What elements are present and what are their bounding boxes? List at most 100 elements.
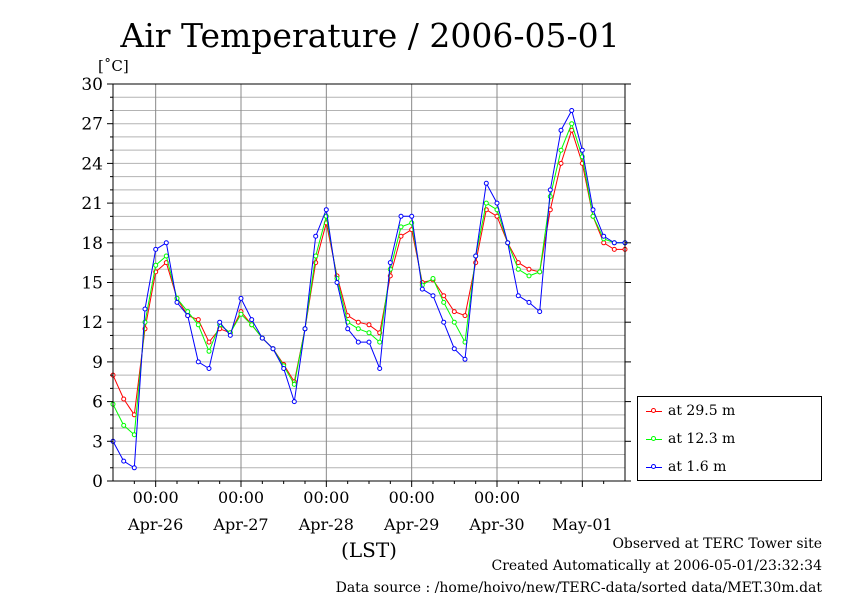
data-point bbox=[313, 253, 319, 259]
data-point bbox=[377, 366, 383, 371]
data-point bbox=[579, 147, 585, 153]
legend-item-12-3m: at 12.3 m bbox=[646, 429, 735, 449]
data-point bbox=[462, 356, 468, 362]
y-tick-label: 30 bbox=[81, 75, 103, 95]
data-point bbox=[163, 240, 169, 246]
data-point bbox=[185, 309, 191, 315]
x-tick-date-label: May-01 bbox=[552, 515, 613, 534]
data-point bbox=[590, 213, 596, 219]
legend-item-29-5m: at 29.5 m bbox=[646, 401, 735, 421]
data-point bbox=[238, 295, 244, 301]
legend: at 29.5 m at 12.3 m at 1.6 m bbox=[637, 396, 822, 481]
data-point bbox=[611, 246, 617, 252]
series-0 bbox=[110, 127, 628, 418]
legend-label: at 1.6 m bbox=[668, 459, 727, 475]
data-point bbox=[462, 313, 468, 319]
data-point bbox=[238, 311, 244, 317]
data-point bbox=[558, 160, 564, 166]
data-point bbox=[153, 246, 159, 252]
data-point bbox=[430, 276, 436, 281]
grid bbox=[113, 84, 625, 481]
data-point bbox=[558, 127, 564, 133]
data-point bbox=[163, 253, 169, 259]
data-point bbox=[505, 240, 511, 246]
data-point bbox=[355, 319, 361, 325]
data-point bbox=[291, 399, 297, 405]
series-line bbox=[112, 109, 625, 469]
data-point bbox=[441, 319, 447, 325]
data-point bbox=[206, 339, 212, 345]
data-point bbox=[387, 266, 393, 272]
legend-swatch-blue bbox=[646, 462, 662, 472]
series-layer bbox=[110, 108, 628, 471]
data-point bbox=[547, 187, 553, 193]
data-point bbox=[206, 348, 212, 354]
data-point bbox=[249, 317, 255, 323]
data-point bbox=[131, 465, 137, 471]
y-tick-label: 12 bbox=[81, 313, 103, 333]
x-tick-time-label: 00:00 bbox=[389, 488, 435, 507]
data-point bbox=[430, 293, 436, 299]
data-point bbox=[569, 108, 575, 113]
data-point bbox=[398, 213, 404, 219]
y-tick-label: 24 bbox=[81, 154, 103, 174]
data-point bbox=[473, 253, 479, 259]
data-point bbox=[419, 286, 425, 292]
data-point bbox=[451, 346, 457, 352]
data-point bbox=[366, 339, 372, 345]
data-point bbox=[334, 280, 340, 285]
y-tick-label: 6 bbox=[92, 393, 103, 413]
y-tick-label: 27 bbox=[81, 115, 103, 135]
data-point bbox=[569, 121, 575, 127]
data-point bbox=[526, 273, 532, 279]
data-point bbox=[206, 366, 212, 371]
data-point bbox=[153, 262, 159, 268]
data-point bbox=[398, 224, 404, 230]
data-point bbox=[174, 299, 180, 305]
x-tick-time-label: 00:00 bbox=[133, 488, 179, 507]
data-point bbox=[526, 266, 532, 272]
y-axis: 0 3 6 9 12 15 18 21 24 27 30 bbox=[81, 75, 631, 492]
data-point bbox=[291, 381, 297, 387]
data-point bbox=[515, 266, 521, 272]
data-point bbox=[121, 458, 127, 464]
data-point bbox=[366, 322, 372, 328]
x-tick-date-label: Apr-30 bbox=[468, 515, 524, 534]
data-point bbox=[601, 240, 607, 246]
data-point bbox=[377, 339, 383, 345]
data-point bbox=[259, 335, 265, 341]
footer-created: Created Automatically at 2006-05-01/23:3… bbox=[491, 558, 822, 574]
data-point bbox=[441, 299, 447, 305]
data-point bbox=[483, 180, 489, 186]
data-point bbox=[601, 233, 607, 239]
data-point bbox=[217, 319, 223, 325]
data-point bbox=[185, 313, 191, 319]
y-tick-label: 18 bbox=[81, 234, 103, 254]
x-tick-time-label: 00:00 bbox=[474, 488, 520, 507]
legend-label: at 29.5 m bbox=[668, 403, 736, 419]
x-tick-date-label: Apr-29 bbox=[383, 515, 439, 534]
data-point bbox=[131, 432, 137, 438]
y-tick-label: 15 bbox=[81, 274, 103, 294]
data-point bbox=[323, 207, 329, 213]
x-tick-time-label: 00:00 bbox=[218, 488, 264, 507]
data-point bbox=[515, 293, 521, 299]
data-point bbox=[441, 293, 447, 299]
series-1 bbox=[110, 121, 628, 438]
legend-swatch-green bbox=[646, 434, 662, 444]
data-point bbox=[494, 200, 500, 206]
data-point bbox=[270, 346, 276, 352]
legend-swatch-red bbox=[646, 406, 662, 416]
data-point bbox=[302, 326, 308, 332]
data-point bbox=[537, 269, 543, 275]
data-point bbox=[249, 322, 255, 328]
y-axis-unit: [˚C] bbox=[98, 57, 129, 75]
data-point bbox=[142, 306, 148, 312]
series-line bbox=[112, 128, 625, 417]
data-point bbox=[355, 339, 361, 345]
x-axis: 00:00 Apr-26 00:00 Apr-27 00:00 Apr-28 00:00 Ap… bbox=[127, 481, 613, 534]
x-tick-date-label: Apr-28 bbox=[298, 515, 354, 534]
data-point bbox=[398, 233, 404, 239]
